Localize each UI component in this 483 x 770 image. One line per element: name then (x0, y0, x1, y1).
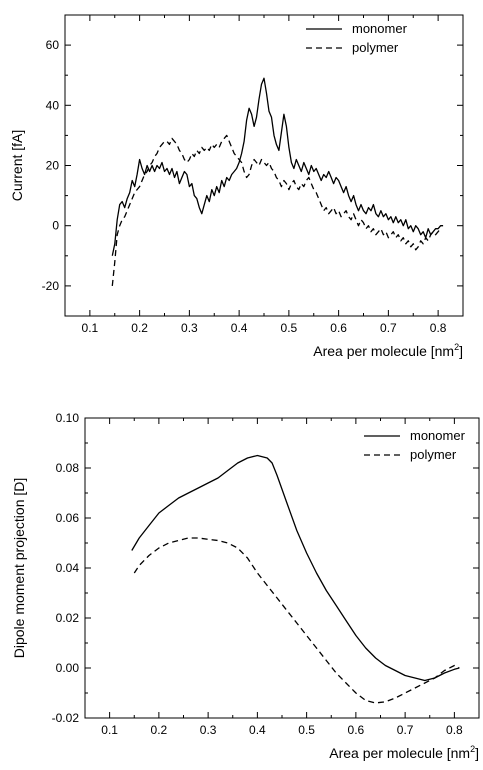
x-tick-label: 0.1 (101, 723, 118, 737)
plot-frame (64, 14, 464, 317)
x-tick-label: 0.2 (131, 321, 148, 335)
series-polymer-line (133, 537, 460, 704)
x-tick-label: 0.8 (430, 321, 447, 335)
y-tick-label: 0.04 (56, 561, 80, 575)
dipole-chart: 0.1 0.2 0.3 0.4 0.5 0.6 0.7 0.8 -0.02 0.00 0.02 0.0… (11, 411, 480, 761)
x-tick-label: 0.5 (281, 321, 298, 335)
x-tick-label: 0.3 (181, 321, 198, 335)
y-tick-label: 0.06 (56, 511, 80, 525)
y-tick-label: 0.08 (56, 461, 80, 475)
x-tick-label: 0.4 (231, 321, 248, 335)
legend-label-polymer: polymer (352, 40, 399, 55)
y-tick-label: 0.02 (56, 611, 80, 625)
y-tick-label: 20 (46, 159, 60, 173)
current-chart: 0.1 0.2 0.3 0.4 0.5 0.6 0.7 0.8 -20 0 20 40 60 Area p… (9, 14, 464, 359)
legend-label-monomer: monomer (352, 21, 408, 36)
x-tick-label: 0.7 (380, 321, 397, 335)
x-tick-label: 0.5 (298, 723, 315, 737)
x-axis-label: Area per molecule [nm2] (313, 342, 463, 359)
y-tick-label: 60 (46, 38, 60, 52)
plot-frame (84, 417, 480, 719)
x-tick-label: 0.2 (151, 723, 168, 737)
y-axis-label: Current [fA] (9, 130, 25, 202)
y-tick-label: 0.00 (56, 661, 80, 675)
legend-label-polymer: polymer (410, 447, 457, 462)
legend-label-monomer: monomer (410, 428, 466, 443)
y-tick-label: 40 (46, 98, 60, 112)
series-polymer-line (111, 134, 442, 286)
series-monomer-line (131, 454, 460, 682)
x-tick-label: 0.7 (397, 723, 414, 737)
x-tick-label: 0.1 (82, 321, 99, 335)
x-tick-label: 0.6 (330, 321, 347, 335)
x-tick-label: 0.6 (348, 723, 365, 737)
y-tick-label: -0.02 (52, 711, 80, 725)
y-tick-label: 0 (52, 219, 59, 233)
y-tick-label: 0.10 (56, 411, 80, 425)
x-tick-label: 0.4 (249, 723, 266, 737)
y-axis-label: Dipole moment projection [D] (11, 478, 27, 659)
y-tick-label: -20 (42, 279, 60, 293)
x-axis-label: Area per molecule [nm2] (329, 744, 479, 761)
series-monomer-line (111, 77, 444, 256)
x-tick-label: 0.8 (446, 723, 463, 737)
x-tick-label: 0.3 (200, 723, 217, 737)
